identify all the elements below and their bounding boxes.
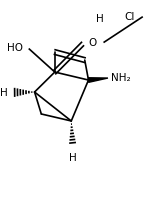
Text: O: O (88, 38, 97, 48)
Text: Cl: Cl (124, 11, 135, 22)
Polygon shape (88, 78, 108, 82)
Text: NH₂: NH₂ (111, 73, 131, 83)
Text: H: H (0, 88, 8, 98)
Text: H: H (69, 153, 77, 163)
Text: H: H (96, 14, 104, 24)
Text: HO: HO (7, 43, 23, 53)
